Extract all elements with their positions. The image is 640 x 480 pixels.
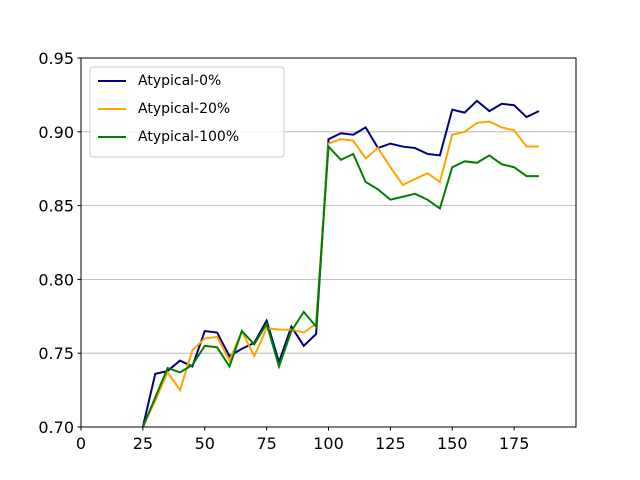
- series-line: [141, 120, 539, 427]
- y-tick-label: 0.90: [38, 123, 74, 142]
- y-tick-label: 0.85: [38, 197, 74, 216]
- y-tick-label: 0.95: [38, 49, 74, 68]
- x-tick-label: 150: [437, 434, 468, 453]
- legend-label: Atypical-20%: [138, 101, 230, 117]
- x-tick-label: 175: [499, 434, 530, 453]
- legend-label: Atypical-100%: [138, 129, 239, 145]
- x-tick-label: 50: [195, 434, 215, 453]
- x-tick-label: 125: [375, 434, 406, 453]
- legend-box: [89, 66, 285, 158]
- series-line: [141, 99, 540, 427]
- y-tick-label: 0.80: [38, 270, 74, 289]
- x-tick-label: 75: [256, 434, 276, 453]
- y-tick-label: 0.75: [38, 344, 74, 363]
- x-tick-label: 100: [313, 434, 344, 453]
- x-tick-label: 0: [76, 434, 86, 453]
- series-line: [141, 144, 539, 427]
- legend-label: Atypical-0%: [138, 73, 221, 89]
- y-tick-label: 0.70: [38, 418, 74, 437]
- x-tick-label: 25: [133, 434, 153, 453]
